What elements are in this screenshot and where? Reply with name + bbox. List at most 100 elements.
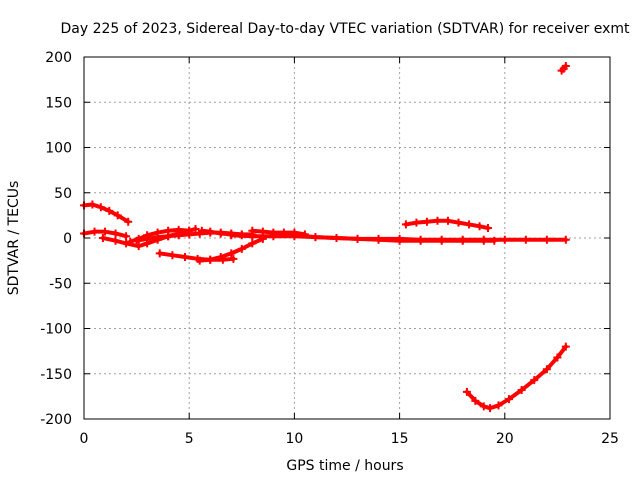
x-tick-label: 15 bbox=[391, 431, 409, 447]
data-point bbox=[155, 249, 164, 258]
data-point bbox=[530, 376, 539, 385]
y-tick-label: 150 bbox=[45, 95, 72, 111]
data-point bbox=[124, 217, 133, 226]
x-tick-label: 20 bbox=[496, 431, 514, 447]
data-point bbox=[248, 239, 257, 248]
data-point bbox=[401, 220, 410, 229]
data-point bbox=[500, 235, 509, 244]
data-point bbox=[206, 227, 215, 236]
data-point bbox=[216, 229, 225, 238]
data-point bbox=[237, 244, 246, 253]
series-arc-12 bbox=[401, 216, 492, 233]
data-point bbox=[180, 253, 189, 262]
data-point bbox=[191, 224, 200, 233]
ticks: 0 5 10 15 20 25 -200 -150 -100 -50 0 50 100 150 200 bbox=[40, 50, 619, 447]
data-point bbox=[168, 251, 177, 260]
data-point bbox=[412, 218, 421, 227]
data-point bbox=[290, 231, 299, 240]
data-point bbox=[229, 254, 238, 263]
data-point bbox=[101, 227, 110, 236]
data-point bbox=[553, 353, 562, 362]
data-point bbox=[465, 220, 474, 229]
data-point bbox=[227, 231, 236, 240]
data-point bbox=[195, 256, 204, 265]
data-point bbox=[483, 224, 492, 233]
series-line bbox=[82, 202, 131, 224]
data-point bbox=[462, 387, 471, 396]
data-point bbox=[479, 236, 488, 245]
data-point bbox=[153, 233, 162, 242]
data-point bbox=[490, 236, 499, 245]
x-axis-label: GPS time / hours bbox=[286, 458, 403, 474]
data-point bbox=[88, 200, 97, 209]
data-point bbox=[416, 236, 425, 245]
y-tick-label: -50 bbox=[49, 276, 72, 292]
series-line bbox=[464, 344, 568, 411]
x-tick-label: 10 bbox=[285, 431, 303, 447]
data-point bbox=[479, 402, 488, 411]
y-tick-label: -200 bbox=[40, 412, 72, 428]
data-point bbox=[122, 239, 131, 248]
data-point bbox=[542, 365, 551, 374]
data-point bbox=[248, 232, 257, 241]
y-tick-label: -100 bbox=[40, 322, 72, 338]
data-point bbox=[111, 229, 120, 238]
x-tick-label: 5 bbox=[185, 431, 194, 447]
y-tick-label: 50 bbox=[54, 186, 72, 202]
y-tick-label: -150 bbox=[40, 367, 72, 383]
data-point bbox=[269, 229, 278, 238]
data-point bbox=[206, 255, 215, 264]
data-point bbox=[311, 233, 320, 242]
y-tick-label: 0 bbox=[63, 231, 72, 247]
data-point bbox=[134, 242, 143, 251]
series-arc-13 bbox=[462, 342, 570, 413]
series-arc-7 bbox=[195, 234, 267, 265]
data-point bbox=[105, 206, 114, 215]
series-arc-14 bbox=[557, 62, 570, 75]
data-point bbox=[517, 386, 526, 395]
data-point bbox=[494, 401, 503, 410]
data-point bbox=[561, 62, 570, 71]
data-point bbox=[471, 396, 480, 405]
data-point bbox=[505, 395, 514, 404]
x-tick-label: 25 bbox=[601, 431, 619, 447]
y-axis-label: SDTVAR / TECUs bbox=[6, 181, 22, 296]
data-point bbox=[353, 234, 362, 243]
data-point bbox=[486, 404, 495, 413]
data-point bbox=[433, 216, 442, 225]
data-point bbox=[395, 236, 404, 245]
data-point bbox=[98, 234, 107, 242]
y-tick-label: 200 bbox=[45, 50, 72, 66]
data-point bbox=[561, 235, 570, 244]
data-point bbox=[332, 234, 341, 242]
data-point bbox=[122, 232, 131, 241]
chart-title: Day 225 of 2023, Sidereal Day-to-day VTE… bbox=[61, 21, 631, 37]
data-point bbox=[164, 232, 173, 241]
data-point bbox=[542, 235, 551, 244]
x-tick-label: 0 bbox=[80, 431, 89, 447]
data-point bbox=[132, 236, 141, 245]
data-point bbox=[113, 211, 122, 220]
data-point bbox=[197, 226, 206, 235]
data-point bbox=[216, 253, 225, 262]
data-point bbox=[143, 234, 152, 243]
series-group bbox=[80, 62, 570, 413]
data-point bbox=[437, 236, 446, 245]
data-point bbox=[96, 203, 105, 212]
data-point bbox=[90, 227, 99, 236]
data-point bbox=[454, 218, 463, 227]
data-point bbox=[174, 231, 183, 240]
series-arc-1 bbox=[80, 200, 133, 226]
data-point bbox=[111, 236, 120, 245]
y-tick-label: 100 bbox=[45, 141, 72, 157]
data-point bbox=[443, 216, 452, 225]
data-point bbox=[185, 230, 194, 239]
data-point bbox=[458, 236, 467, 245]
data-point bbox=[475, 222, 484, 231]
data-point bbox=[561, 342, 570, 351]
series-arc-11 bbox=[269, 229, 499, 245]
data-point bbox=[227, 249, 236, 258]
data-point bbox=[374, 235, 383, 244]
data-point bbox=[422, 217, 431, 226]
